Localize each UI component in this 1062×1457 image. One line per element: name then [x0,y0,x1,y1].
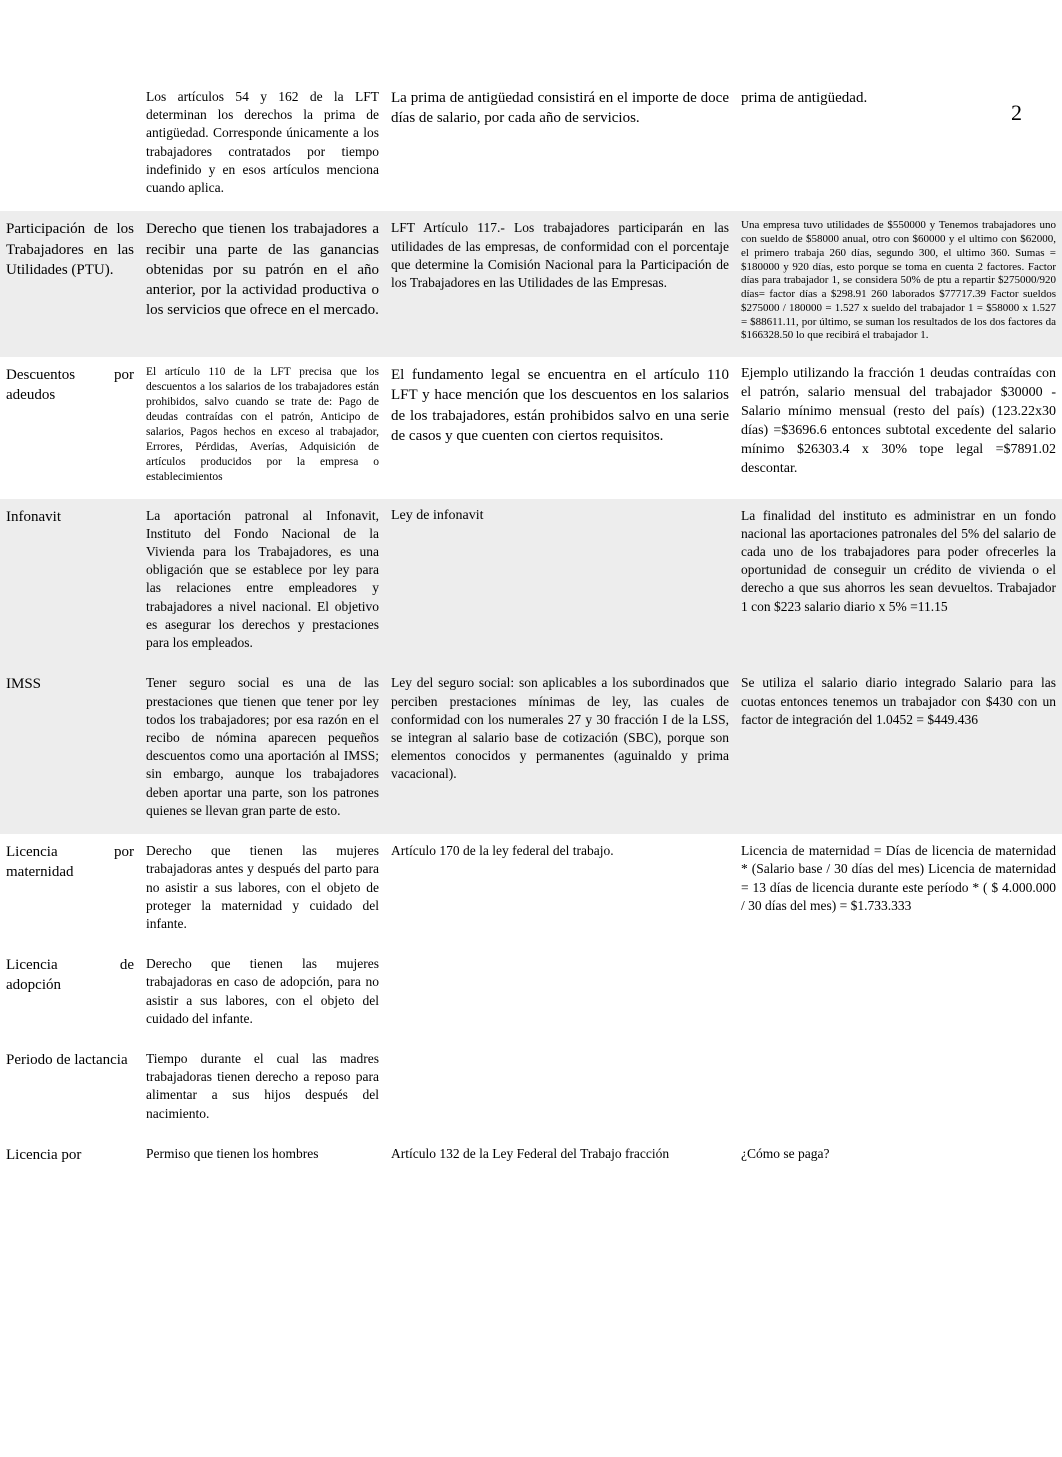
cell-concept: Participación de los Trabajadores en las… [0,211,140,357]
cell-legal [385,1042,735,1137]
table-row: IMSS Tener seguro social es una de las p… [0,666,1062,834]
cell-example: Ejemplo utilizando la fracción 1 deudas … [735,357,1062,499]
cell-example: Se utiliza el salario diario integrado S… [735,666,1062,834]
cell-legal [385,947,735,1042]
cell-desc: La aportación patronal al Infonavit, Ins… [140,499,385,667]
cell-example [735,947,1062,1042]
cell-concept: Descuentos por adeudos [0,357,140,499]
cell-concept: Licencia por maternidad [0,834,140,947]
cell-concept: IMSS [0,666,140,834]
cell-desc: Tener seguro social es una de las presta… [140,666,385,834]
page-number: 2 [1011,100,1022,126]
cell-example: ¿Cómo se paga? [735,1137,1062,1179]
table-row: Periodo de lactancia Tiempo durante el c… [0,1042,1062,1137]
cell-desc: Los artículos 54 y 162 de la LFT determi… [140,80,385,211]
table-row: Descuentos por adeudos El artículo 110 d… [0,357,1062,499]
cell-legal: Ley del seguro social: son aplicables a … [385,666,735,834]
document-table: Los artículos 54 y 162 de la LFT determi… [0,80,1062,1179]
table-row: Los artículos 54 y 162 de la LFT determi… [0,80,1062,211]
table-row: Participación de los Trabajadores en las… [0,211,1062,357]
cell-legal: Ley de infonavit [385,499,735,667]
cell-example: La finalidad del instituto es administra… [735,499,1062,667]
cell-desc: Derecho que tienen las mujeres trabajado… [140,947,385,1042]
table-row: Infonavit La aportación patronal al Info… [0,499,1062,667]
cell-desc: Derecho que tienen los trabajadores a re… [140,211,385,357]
cell-desc: Tiempo durante el cual las madres trabaj… [140,1042,385,1137]
cell-example: Licencia de maternidad = Días de licenci… [735,834,1062,947]
cell-legal: Artículo 132 de la Ley Federal del Traba… [385,1137,735,1179]
cell-concept: Licencia por [0,1137,140,1179]
cell-concept: Infonavit [0,499,140,667]
cell-desc: El artículo 110 de la LFT precisa que lo… [140,357,385,499]
cell-example [735,1042,1062,1137]
cell-example: Una empresa tuvo utilidades de $550000 y… [735,211,1062,357]
cell-legal: Artículo 170 de la ley federal del traba… [385,834,735,947]
table-row: Licencia por Permiso que tienen los homb… [0,1137,1062,1179]
cell-concept [0,80,140,211]
cell-legal: La prima de antigüedad consistirá en el … [385,80,735,211]
cell-concept: Periodo de lactancia [0,1042,140,1137]
cell-legal: LFT Artículo 117.- Los trabajadores part… [385,211,735,357]
cell-legal: El fundamento legal se encuentra en el a… [385,357,735,499]
table-row: Licencia por maternidad Derecho que tien… [0,834,1062,947]
table-row: Licencia de adopción Derecho que tienen … [0,947,1062,1042]
cell-desc: Permiso que tienen los hombres [140,1137,385,1179]
page: 2 Los artículos 54 y 162 de la LFT deter… [0,80,1062,1457]
cell-concept: Licencia de adopción [0,947,140,1042]
cell-desc: Derecho que tienen las mujeres trabajado… [140,834,385,947]
